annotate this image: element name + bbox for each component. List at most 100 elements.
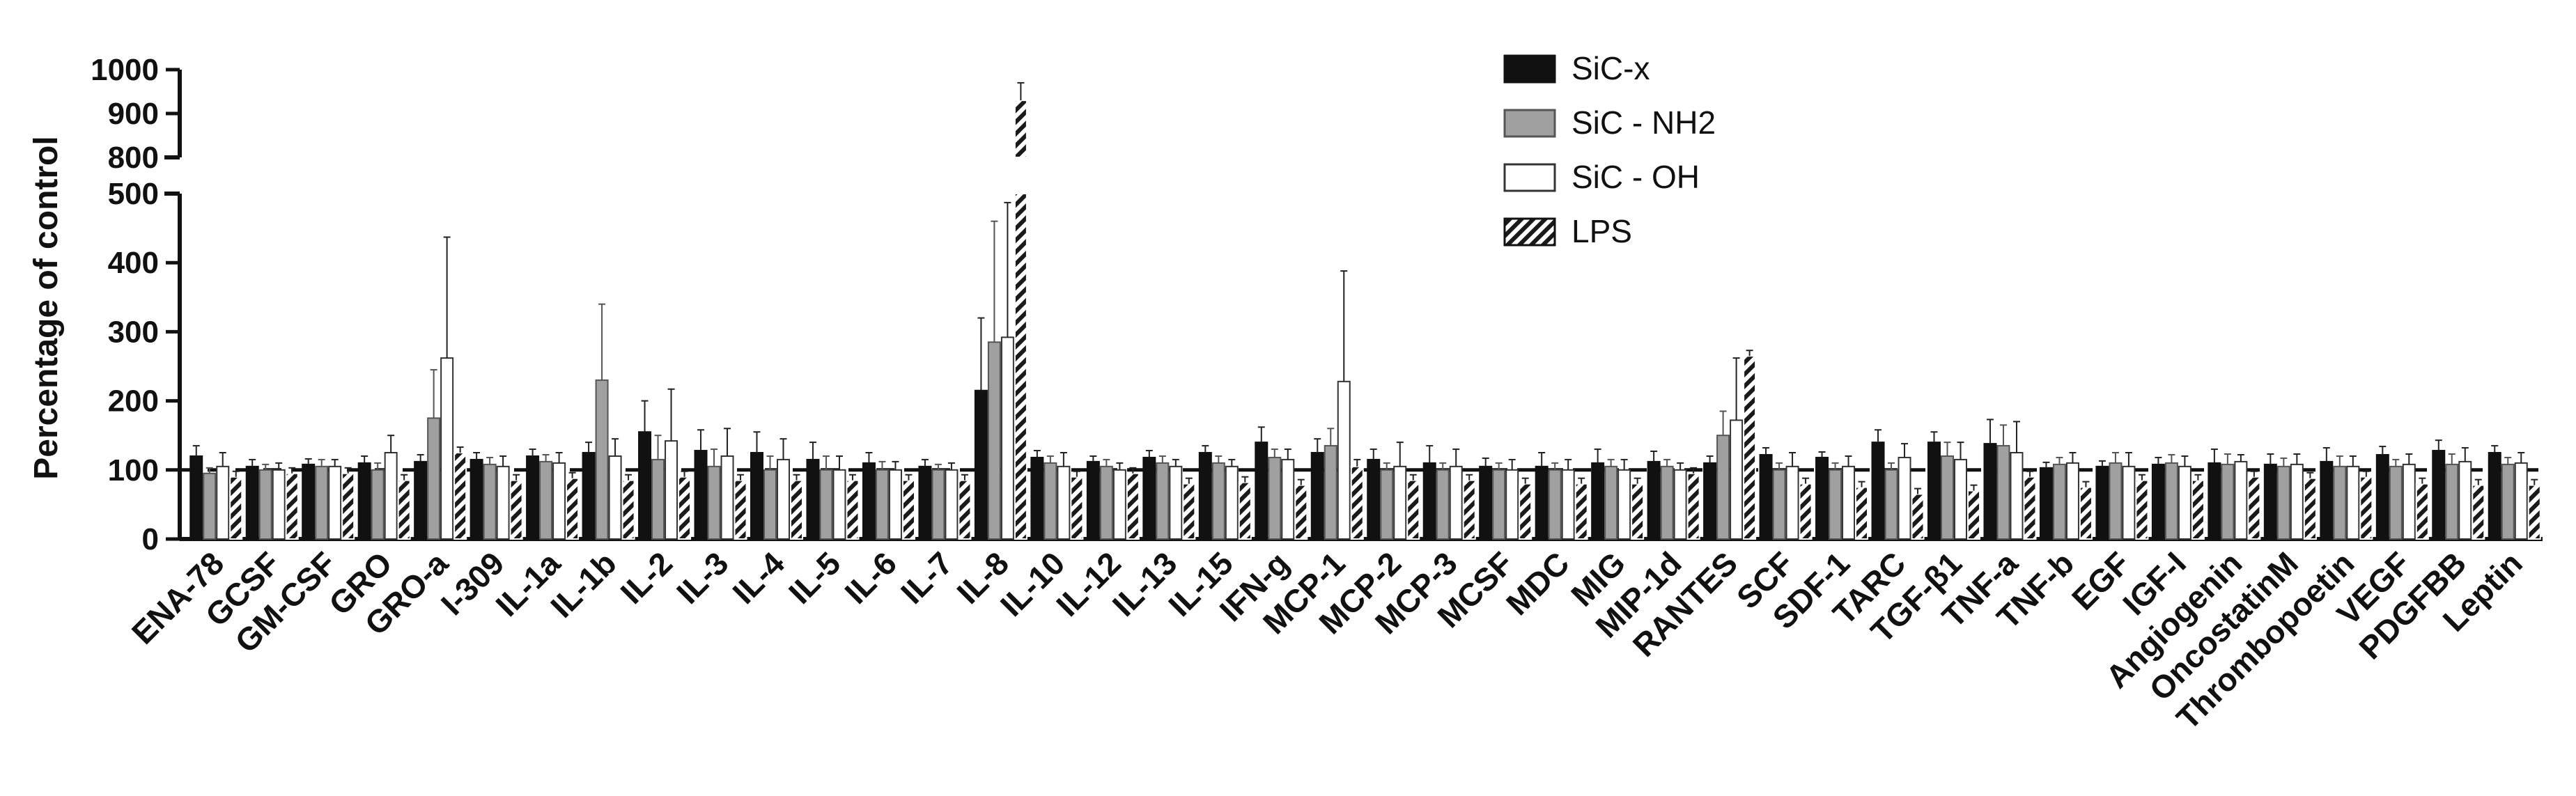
legend-label: SiC - NH2 — [1572, 104, 1716, 141]
x-tick-label: IL-12 — [1049, 545, 1128, 623]
bar — [2065, 462, 2079, 540]
bar — [945, 469, 959, 540]
legend-label: SiC - OH — [1572, 159, 1700, 195]
x-tick-label: IL-6 — [837, 545, 903, 611]
bar — [638, 431, 652, 540]
bar — [1519, 483, 1533, 540]
bar — [1350, 465, 1364, 540]
y-tick-label: 300 — [108, 315, 159, 349]
bars — [189, 100, 2541, 540]
bar — [566, 477, 580, 540]
bar — [1057, 465, 1071, 540]
bar — [790, 479, 803, 540]
bar — [1829, 469, 1842, 540]
bar — [2135, 479, 2149, 540]
legend-swatch — [1503, 109, 1556, 138]
bar — [1954, 458, 1967, 540]
bar — [720, 455, 734, 540]
bar — [694, 450, 708, 540]
y-tick-label: 0 — [142, 522, 159, 556]
bar — [2039, 467, 2053, 540]
y-axis-title: Percentage of control — [28, 136, 65, 479]
bar — [819, 469, 833, 540]
bar — [1156, 462, 1170, 540]
bar — [272, 469, 286, 540]
bar — [2320, 460, 2334, 540]
bar — [806, 458, 820, 540]
bar — [2010, 452, 2024, 540]
bar — [1422, 462, 1436, 540]
bar — [1927, 442, 1941, 540]
bar — [1743, 355, 1757, 540]
bar — [2303, 477, 2317, 540]
bar — [1070, 476, 1084, 540]
bar — [1730, 419, 1744, 540]
bar — [901, 479, 915, 540]
bar — [1014, 100, 1027, 159]
legend-label: LPS — [1572, 213, 1632, 249]
bar — [1142, 456, 1156, 540]
bar — [1043, 462, 1057, 540]
bar — [526, 455, 540, 540]
x-tick-label: IL-1b — [543, 545, 623, 624]
bar — [1099, 465, 1113, 540]
bar — [2458, 460, 2472, 540]
bar — [2346, 465, 2360, 540]
bar — [2276, 465, 2290, 540]
bar — [1647, 460, 1661, 540]
bar — [1996, 445, 2010, 540]
bar — [1855, 486, 1869, 540]
bar — [2109, 462, 2123, 540]
bar — [987, 341, 1001, 540]
bar — [2247, 476, 2261, 540]
bar — [258, 469, 272, 540]
bar — [2151, 463, 2165, 540]
bar — [229, 476, 243, 540]
x-tick-label: IL-13 — [1105, 545, 1184, 623]
bar — [1617, 469, 1631, 540]
bar — [1561, 469, 1575, 540]
y-tick-label: 900 — [108, 97, 159, 131]
bar — [1591, 462, 1605, 540]
bar — [2375, 453, 2389, 540]
bar — [1462, 479, 1476, 540]
legend-swatch — [1503, 163, 1556, 192]
bar — [384, 452, 398, 540]
bar — [1000, 336, 1014, 540]
bar — [285, 472, 299, 540]
bar — [203, 472, 217, 540]
bar — [1393, 465, 1407, 540]
bar — [496, 465, 510, 540]
bar — [832, 469, 846, 540]
bar — [1436, 469, 1450, 540]
bar — [678, 476, 692, 540]
bar — [1505, 469, 1519, 540]
bar — [2488, 452, 2501, 540]
bar — [427, 417, 441, 540]
bar — [1281, 458, 1295, 540]
bar — [2095, 465, 2109, 540]
bar — [2263, 463, 2277, 540]
bar — [1604, 465, 1618, 540]
bar — [1182, 483, 1196, 540]
bar — [1941, 455, 1954, 540]
bar — [1631, 483, 1645, 540]
bar — [1686, 472, 1700, 540]
bar — [1911, 493, 1925, 540]
x-tick-label: IL-10 — [993, 545, 1072, 623]
bar — [2514, 462, 2528, 540]
legend: SiC-x SiC - NH2 SiC - OH LPS — [1503, 50, 1716, 249]
bar — [608, 455, 622, 540]
bar — [1086, 460, 1100, 540]
bar — [918, 465, 932, 540]
bar — [2333, 465, 2347, 540]
bar — [862, 462, 876, 540]
bar — [595, 379, 609, 540]
bar — [875, 469, 889, 540]
bar — [1479, 465, 1493, 540]
bar — [414, 460, 428, 540]
bar — [1268, 456, 1282, 540]
bar — [371, 469, 385, 540]
